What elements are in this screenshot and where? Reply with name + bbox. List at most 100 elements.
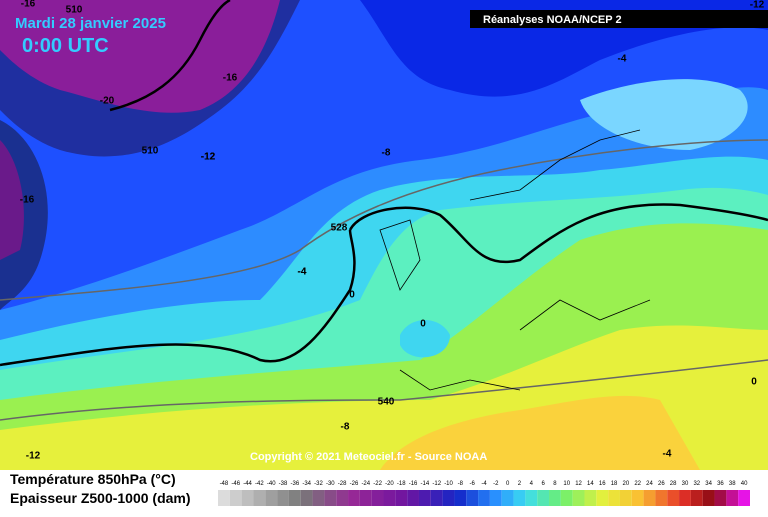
- scale-label: -46: [231, 481, 240, 487]
- contour-label: -12: [750, 0, 765, 11]
- scale-label: -36: [291, 481, 300, 487]
- scale-swatch: [371, 490, 384, 506]
- scale-label: 4: [530, 481, 534, 487]
- scale-swatch: [560, 490, 573, 506]
- scale-swatch: [300, 490, 313, 506]
- scale-label: -44: [243, 481, 252, 487]
- contour-label: -4: [298, 267, 307, 278]
- scale-swatch: [442, 490, 455, 506]
- scale-label: 8: [553, 481, 557, 487]
- scale-swatch: [584, 490, 597, 506]
- scale-swatch: [679, 490, 691, 506]
- map-date: Mardi 28 janvier 2025: [15, 15, 166, 32]
- scale-swatch: [383, 490, 396, 506]
- scale-swatch: [655, 490, 668, 506]
- scale-swatch: [336, 490, 349, 506]
- scale-swatch: [454, 490, 467, 506]
- scale-swatch: [525, 490, 538, 506]
- scale-label: -20: [385, 481, 394, 487]
- contour-label: 510: [66, 5, 83, 16]
- scale-swatch: [643, 490, 656, 506]
- scale-label: 6: [541, 481, 545, 487]
- scale-label: -16: [409, 481, 418, 487]
- contour-label: 0: [751, 377, 757, 388]
- scale-swatch: [312, 490, 325, 506]
- scale-swatch: [596, 490, 609, 506]
- scale-swatch: [277, 490, 289, 506]
- scale-label: -10: [444, 481, 453, 487]
- scale-swatch: [667, 490, 680, 506]
- scale-swatch: [738, 490, 750, 506]
- contour-label: 510: [142, 146, 159, 157]
- scale-swatch: [489, 490, 502, 506]
- contour-label: -4: [663, 449, 672, 460]
- scale-swatch: [726, 490, 739, 506]
- scale-swatch: [218, 490, 230, 506]
- isotherm: [109, 0, 231, 112]
- scale-label: 14: [587, 481, 594, 487]
- scale-swatch: [288, 490, 301, 506]
- scale-swatch: [359, 490, 372, 506]
- scale-swatch: [407, 490, 419, 506]
- contour-label: -4: [298, 267, 307, 278]
- scale-label: -2: [493, 481, 499, 487]
- scale-swatch: [631, 490, 644, 506]
- zero-isotherm: [348, 203, 768, 264]
- contour-label: -8: [341, 422, 350, 433]
- contour-label: -12: [201, 152, 216, 163]
- scale-label: -22: [373, 481, 382, 487]
- scale-swatch: [702, 490, 715, 506]
- scale-swatch: [478, 490, 490, 506]
- scale-label: -4: [481, 481, 487, 487]
- scale-label: -24: [361, 481, 370, 487]
- scale-swatch: [265, 490, 278, 506]
- contour-label: 528: [331, 223, 348, 234]
- contour-label: 0: [349, 290, 355, 301]
- scale-swatch: [549, 490, 561, 506]
- scale-label: -18: [397, 481, 406, 487]
- scale-swatch: [395, 490, 408, 506]
- scale-label: 26: [658, 481, 665, 487]
- scale-swatch: [513, 490, 526, 506]
- scale-label: 2: [518, 481, 522, 487]
- cold-pocket: [400, 320, 450, 358]
- scale-swatch: [418, 490, 431, 506]
- scale-swatch: [619, 490, 632, 506]
- coldest-region: [0, 0, 280, 113]
- source-banner: [470, 10, 768, 28]
- scale-label: -26: [350, 481, 359, 487]
- scale-label: 18: [611, 481, 618, 487]
- contour-label: -8: [382, 148, 391, 159]
- contour-label: -12: [201, 152, 216, 163]
- scale-swatch: [348, 490, 360, 506]
- contour-label: -4: [618, 54, 627, 65]
- color-scale: -48 -46 -44 -42 -40 -38 -36 -34 -32 -30 -28 -26 -24-…: [218, 481, 750, 506]
- map-time: 0:00 UTC: [22, 35, 109, 57]
- scale-label: -48: [220, 481, 229, 487]
- light-region: [580, 79, 748, 150]
- scale-label: 22: [634, 481, 641, 487]
- warm-region: [380, 395, 700, 470]
- scale-swatch: [572, 490, 585, 506]
- scale-label: -32: [314, 481, 323, 487]
- legend-title: Température 850hPa (°C): [10, 471, 176, 487]
- scale-swatch: [608, 490, 620, 506]
- scale-label: -6: [470, 481, 476, 487]
- scale-label: 34: [705, 481, 712, 487]
- scale-label: -12: [432, 481, 441, 487]
- legend-title: Epaisseur Z500-1000 (dam): [10, 490, 191, 506]
- cold-pool-core: [0, 140, 24, 260]
- contour-label: 540: [378, 397, 395, 408]
- scale-swatch: [466, 490, 479, 506]
- contour-label: -20: [100, 96, 115, 107]
- scale-label: -30: [326, 481, 335, 487]
- scale-swatch: [690, 490, 703, 506]
- scale-swatch: [714, 490, 727, 506]
- scale-swatch: [430, 490, 443, 506]
- scale-label: 28: [670, 481, 677, 487]
- scale-label: -28: [338, 481, 347, 487]
- scale-swatch: [253, 490, 266, 506]
- scale-swatch: [324, 490, 337, 506]
- scale-label: 10: [563, 481, 570, 487]
